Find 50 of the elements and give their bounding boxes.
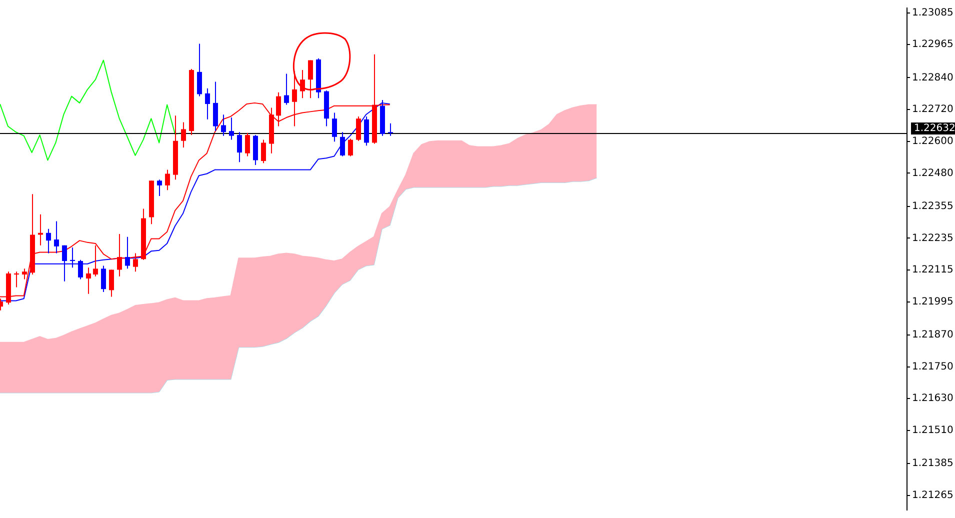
candlestick xyxy=(364,116,369,146)
candlestick xyxy=(261,139,266,164)
y-tick-label: 1.21995 xyxy=(912,296,954,308)
candlestick xyxy=(46,228,51,254)
candlestick xyxy=(348,138,353,157)
candlestick xyxy=(109,269,114,298)
candlestick xyxy=(101,265,106,293)
y-tick-label: 1.21630 xyxy=(912,393,954,404)
candlestick xyxy=(245,132,250,157)
candlestick xyxy=(165,169,170,191)
candlestick xyxy=(54,220,59,254)
candlestick xyxy=(332,112,337,142)
candlestick xyxy=(388,122,393,136)
candlestick xyxy=(86,267,91,294)
candlestick xyxy=(197,43,202,97)
y-tick-label: 1.22355 xyxy=(912,200,954,212)
candlestick xyxy=(157,179,162,197)
y-tick-label: 1.22965 xyxy=(912,39,954,50)
candlestick xyxy=(229,117,234,140)
candlestick xyxy=(22,268,27,280)
y-tick-label: 1.21265 xyxy=(912,490,954,502)
candlestick xyxy=(133,252,138,272)
y-tick-label: 1.22720 xyxy=(912,104,954,116)
candlestick xyxy=(356,116,361,142)
candlestick xyxy=(340,132,345,157)
y-tick-label: 1.21510 xyxy=(912,425,954,436)
candlestick xyxy=(237,132,242,163)
y-tick-label: 1.21750 xyxy=(912,361,954,372)
candlestick xyxy=(213,81,218,132)
candlestick xyxy=(78,259,83,280)
candlestick xyxy=(284,73,289,106)
y-tick-label: 1.22480 xyxy=(912,168,954,179)
candlestick xyxy=(62,244,67,282)
candlestick xyxy=(14,271,19,288)
candlestick xyxy=(93,244,98,277)
candlestick xyxy=(125,236,130,270)
candlestick xyxy=(70,246,75,268)
y-tick-label: 1.22235 xyxy=(912,232,954,244)
ref-line-label: 1.22632 xyxy=(914,123,955,134)
y-tick-label: 1.21385 xyxy=(912,458,954,470)
candlestick xyxy=(221,114,226,136)
candlestick xyxy=(205,88,210,120)
candlestick xyxy=(308,60,313,99)
y-tick-label: 1.22600 xyxy=(912,136,954,147)
candlestick xyxy=(181,122,186,148)
y-tick-label: 1.22115 xyxy=(912,264,954,276)
y-tick-label: 1.23085 xyxy=(912,7,954,18)
y-tick-label: 1.22840 xyxy=(912,72,954,84)
y-tick-label: 1.21870 xyxy=(912,330,954,341)
candlestick xyxy=(117,233,122,277)
